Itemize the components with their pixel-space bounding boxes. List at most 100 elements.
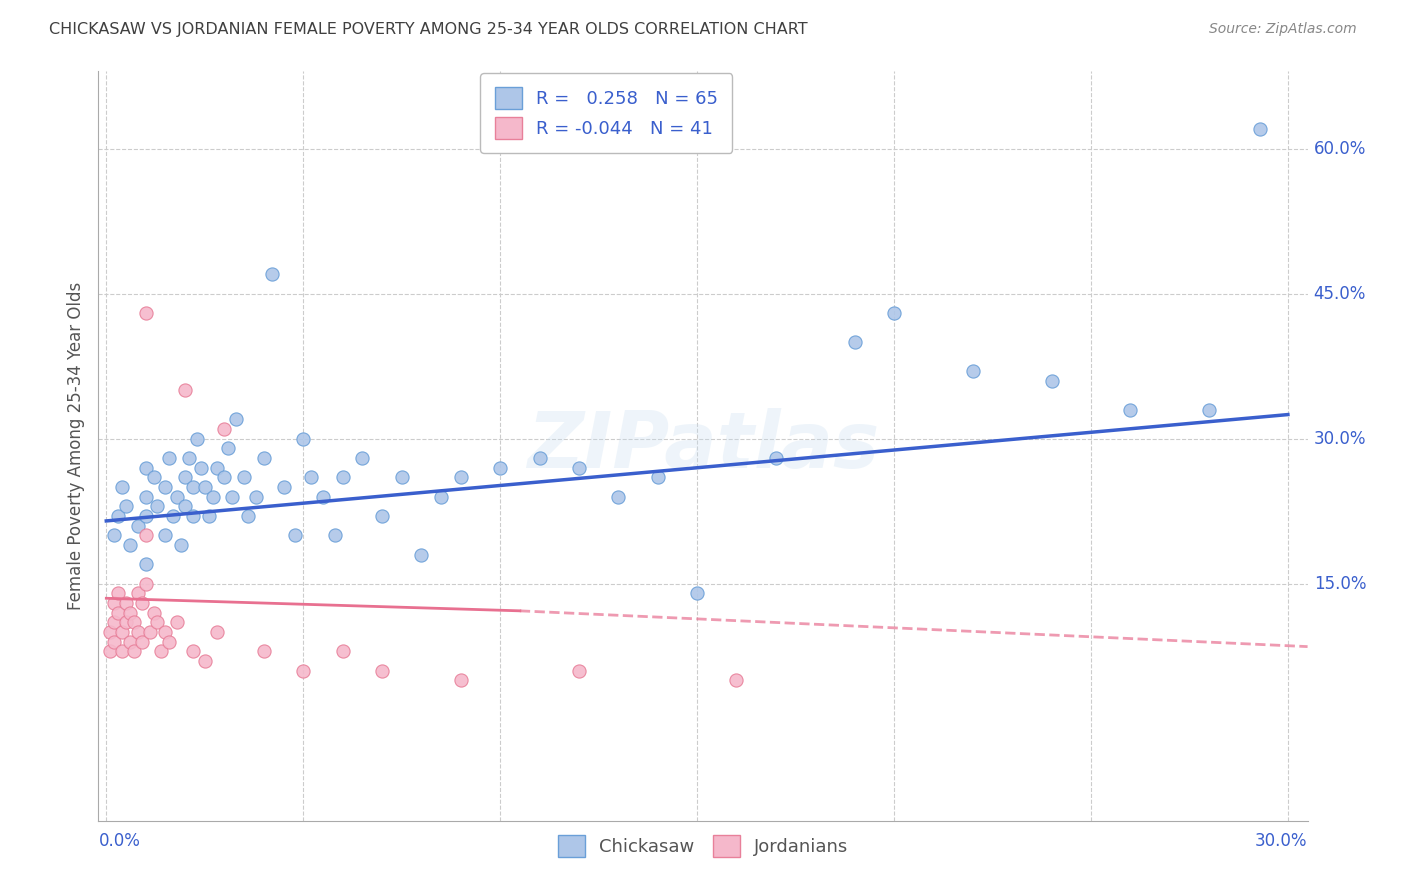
Point <box>962 364 984 378</box>
Point <box>103 528 125 542</box>
Point <box>450 470 472 484</box>
Point <box>111 625 134 640</box>
Point <box>332 644 354 658</box>
Point <box>122 644 145 658</box>
Point <box>371 664 394 678</box>
Point <box>138 625 160 640</box>
Point <box>1040 374 1063 388</box>
Point <box>181 644 204 658</box>
Point <box>292 664 315 678</box>
Text: Source: ZipAtlas.com: Source: ZipAtlas.com <box>1209 22 1357 37</box>
Point <box>217 442 239 456</box>
Legend: Chickasaw, Jordanians: Chickasaw, Jordanians <box>551 828 855 864</box>
Point <box>155 625 177 640</box>
Point <box>107 606 129 620</box>
Point <box>170 538 193 552</box>
Point <box>260 268 283 282</box>
Point <box>162 509 184 524</box>
Text: CHICKASAW VS JORDANIAN FEMALE POVERTY AMONG 25-34 YEAR OLDS CORRELATION CHART: CHICKASAW VS JORDANIAN FEMALE POVERTY AM… <box>49 22 808 37</box>
Point <box>197 509 219 524</box>
Point <box>245 490 267 504</box>
Point <box>127 625 149 640</box>
Point <box>135 528 157 542</box>
Point <box>177 451 200 466</box>
Point <box>135 306 157 320</box>
Point <box>181 509 204 524</box>
Point <box>883 306 905 320</box>
Point <box>292 432 315 446</box>
Text: 15.0%: 15.0% <box>1313 574 1367 593</box>
Text: 0.0%: 0.0% <box>98 832 141 850</box>
Point <box>489 460 512 475</box>
Point <box>122 615 145 630</box>
Point <box>127 586 149 600</box>
Point <box>201 490 224 504</box>
Point <box>111 644 134 658</box>
Point <box>103 634 125 648</box>
Point <box>647 470 669 484</box>
Point <box>450 673 472 688</box>
Point <box>98 625 121 640</box>
Point <box>135 576 157 591</box>
Point <box>146 500 169 514</box>
Point <box>312 490 335 504</box>
Point <box>323 528 346 542</box>
Point <box>214 470 236 484</box>
Point <box>115 596 138 610</box>
Point <box>253 644 276 658</box>
Y-axis label: Female Poverty Among 25-34 Year Olds: Female Poverty Among 25-34 Year Olds <box>66 282 84 610</box>
Point <box>111 480 134 494</box>
Point <box>155 480 177 494</box>
Point <box>205 625 228 640</box>
Point <box>371 509 394 524</box>
Point <box>103 615 125 630</box>
Point <box>174 470 197 484</box>
Point <box>174 384 197 398</box>
Point <box>135 460 157 475</box>
Point <box>107 586 129 600</box>
Point <box>190 460 212 475</box>
Point <box>253 451 276 466</box>
Point <box>194 480 217 494</box>
Point <box>135 509 157 524</box>
Point <box>186 432 208 446</box>
Point <box>844 334 866 349</box>
Point <box>225 412 247 426</box>
Point <box>607 490 630 504</box>
Text: 30.0%: 30.0% <box>1313 430 1367 448</box>
Point <box>725 673 748 688</box>
Point <box>118 538 141 552</box>
Point <box>299 470 322 484</box>
Point <box>194 654 217 668</box>
Point <box>150 644 173 658</box>
Point <box>131 634 153 648</box>
Text: 45.0%: 45.0% <box>1313 285 1367 302</box>
Point <box>568 664 591 678</box>
Point <box>233 470 256 484</box>
Point <box>135 490 157 504</box>
Point <box>174 500 197 514</box>
Point <box>430 490 453 504</box>
Point <box>115 615 138 630</box>
Point <box>135 558 157 572</box>
Point <box>352 451 374 466</box>
Point <box>118 634 141 648</box>
Point <box>118 606 141 620</box>
Point <box>1198 402 1220 417</box>
Point <box>142 470 165 484</box>
Point <box>214 422 236 436</box>
Point <box>686 586 709 600</box>
Text: 30.0%: 30.0% <box>1256 832 1308 850</box>
Point <box>221 490 243 504</box>
Point <box>181 480 204 494</box>
Text: 60.0%: 60.0% <box>1313 140 1367 158</box>
Point <box>391 470 413 484</box>
Point <box>103 596 125 610</box>
Point <box>131 596 153 610</box>
Point <box>332 470 354 484</box>
Point <box>1249 122 1271 136</box>
Point <box>127 518 149 533</box>
Point <box>157 451 180 466</box>
Point <box>205 460 228 475</box>
Point <box>1119 402 1142 417</box>
